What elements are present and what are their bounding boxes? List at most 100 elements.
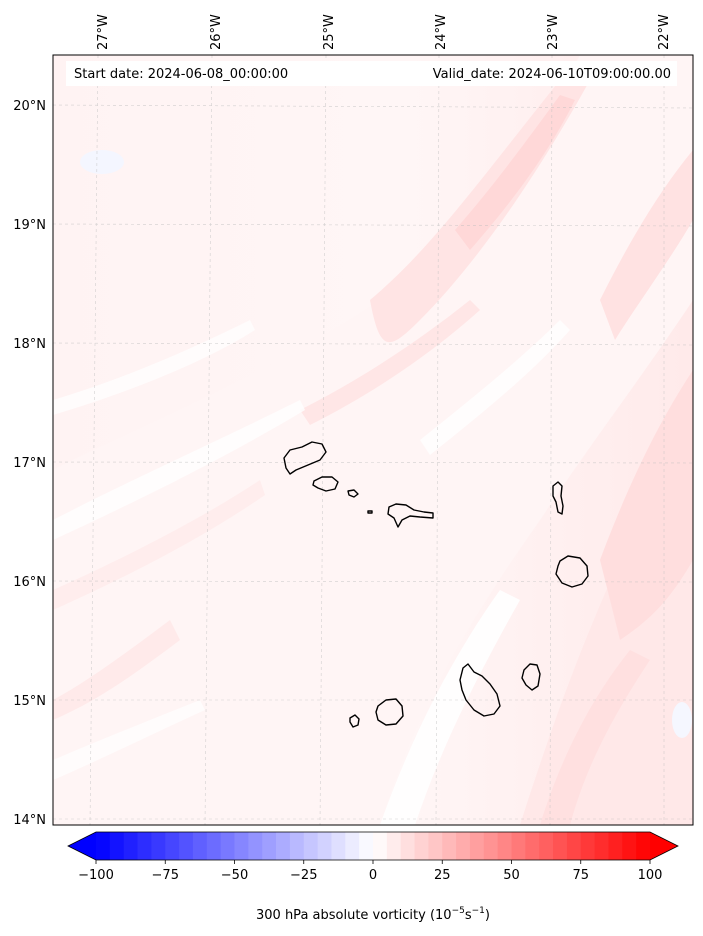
map-area: [53, 55, 693, 825]
colorbar-segment: [345, 832, 360, 860]
island-raso: [367, 510, 373, 514]
island-santa-luzia: [347, 489, 359, 498]
island-brava: [349, 714, 360, 728]
colorbar-label-unit: s: [465, 908, 472, 923]
colorbar-segment: [317, 832, 333, 860]
island-sal: [552, 481, 564, 515]
colorbar-segment: [414, 832, 429, 860]
island-boa-vista: [555, 555, 589, 588]
lon-label-23w: 23°W: [546, 14, 561, 50]
colorbar-segment: [636, 832, 651, 860]
vorticity-band-white-2: [380, 590, 520, 825]
vorticity-band-light-west: [53, 55, 693, 825]
colorbar-label-exp2: −1: [472, 906, 485, 916]
vorticity-band-medium-4: [600, 370, 693, 640]
colorbar-segment: [469, 832, 485, 860]
colorbar-segment: [553, 832, 568, 860]
gridline-lat-17n: [53, 461, 693, 464]
lat-label-14n: 14°N: [13, 813, 46, 828]
gridline-lon-25w: [319, 55, 327, 825]
colorbar-segment: [151, 832, 166, 860]
gridline-lon-26w: [204, 55, 213, 825]
gridline-lat-18n: [53, 342, 693, 346]
colorbar-segment: [608, 832, 623, 860]
island-santiago: [459, 663, 501, 717]
lat-label-20n: 20°N: [13, 99, 46, 114]
colorbar-segment: [137, 832, 152, 860]
lat-label-19n: 19°N: [13, 218, 46, 233]
colorbar-segment: [511, 832, 526, 860]
colorbar-ticks: −100 −75 −50 −25 0 25 50 75 100: [78, 860, 662, 883]
island-santo-antao: [283, 441, 327, 475]
colorbar-tick-label: −25: [290, 868, 317, 883]
gridline-lat-19n: [53, 223, 693, 227]
lat-labels: 20°N 19°N 18°N 17°N 16°N 15°N 14°N: [13, 99, 46, 828]
header-box: [66, 61, 677, 86]
colorbar-segment: [594, 832, 610, 860]
colorbar-extend-max: [650, 832, 678, 860]
colorbar-label: 300 hPa absolute vorticity (10−5s−1): [256, 906, 490, 923]
colorbar-segment: [123, 832, 139, 860]
colorbar-tick-label: 0: [369, 868, 377, 883]
island-sao-nicolau: [387, 503, 434, 528]
colorbar-segment: [566, 832, 582, 860]
colorbar-segment: [400, 832, 416, 860]
colorbar-label-exp: −5: [452, 906, 465, 916]
colorbar-extend-min: [68, 832, 96, 860]
colorbar-tick-label: 100: [638, 868, 663, 883]
coastlines: [283, 441, 589, 728]
vorticity-blue-patch: [80, 150, 124, 174]
lon-label-26w: 26°W: [209, 14, 224, 50]
colorbar-tick-label: 25: [434, 868, 451, 883]
colorbar-segment: [483, 832, 499, 860]
colorbar-tick-label: 50: [503, 868, 520, 883]
vorticity-band-medium-6: [600, 150, 693, 340]
lon-labels: 27°W 26°W 25°W 24°W 23°W 22°W: [96, 14, 672, 50]
colorbar-segment: [539, 832, 554, 860]
colorbar-segment: [359, 832, 374, 860]
lat-label-15n: 15°N: [13, 694, 46, 709]
colorbar-segment: [386, 832, 402, 860]
colorbar-label-close: ): [485, 908, 490, 923]
lon-label-22w: 22°W: [657, 14, 672, 50]
vorticity-band-white-5: [53, 700, 205, 780]
lat-label-17n: 17°N: [13, 456, 46, 471]
gridline-lat-20n: [53, 104, 693, 109]
vorticity-band-medium-5: [540, 650, 650, 825]
colorbar-label-main: 300 hPa absolute vorticity (: [256, 908, 435, 923]
gridline-lon-27w: [89, 55, 99, 825]
island-fogo: [375, 698, 404, 726]
colorbar-segment: [206, 832, 222, 860]
colorbar-segment: [234, 832, 249, 860]
colorbar-tick-label: −50: [221, 868, 248, 883]
colorbar-label-base: 10: [435, 908, 452, 923]
colorbar-segment: [497, 832, 513, 860]
lat-label-18n: 18°N: [13, 337, 46, 352]
vorticity-field: [53, 55, 693, 825]
colorbar-segment: [109, 832, 125, 860]
colorbar-segment: [580, 832, 596, 860]
start-date-text: Start date: 2024-06-08_00:00:00: [74, 67, 288, 82]
colorbar-segment: [428, 832, 443, 860]
colorbar-segment: [289, 832, 305, 860]
colorbar-segment: [220, 832, 236, 860]
colorbar-segment: [373, 832, 388, 860]
colorbar-segment: [192, 832, 208, 860]
vorticity-band-medium-8: [53, 480, 265, 610]
colorbar-segment: [248, 832, 263, 860]
colorbar-segment: [331, 832, 346, 860]
vorticity-band-medium-7: [53, 620, 180, 720]
colorbar: [67, 831, 679, 861]
colorbar-segment: [303, 832, 319, 860]
vorticity-band-white-1: [53, 400, 305, 540]
gridline-lon-24w: [435, 55, 440, 825]
colorbar-segment: [262, 832, 277, 860]
gridline-lon-23w: [549, 55, 553, 825]
vorticity-blue-patch-2: [672, 702, 692, 738]
colorbar-segment: [456, 832, 471, 860]
island-sao-vicente: [312, 476, 339, 492]
vorticity-band-medium-9: [300, 300, 480, 425]
lon-label-25w: 25°W: [322, 14, 337, 50]
lon-label-24w: 24°W: [434, 14, 449, 50]
colorbar-segment: [276, 832, 291, 860]
